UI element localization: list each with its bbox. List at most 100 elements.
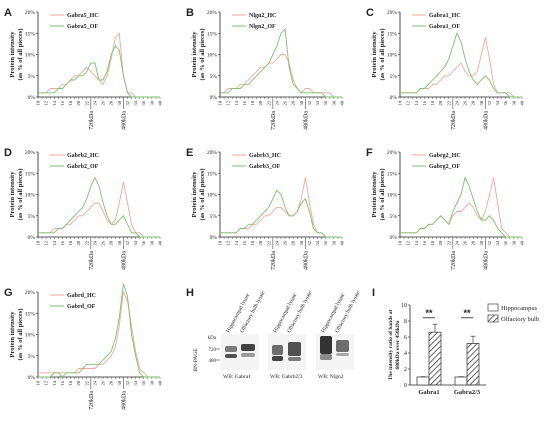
series-line-gabrd_of	[38, 283, 160, 378]
y-tick-label: 10%	[25, 53, 36, 59]
y-axis-label: Protein intensity	[191, 31, 198, 78]
y-tick-label: 5%	[390, 74, 398, 80]
legend-label: Gabrg2_HC	[429, 153, 461, 159]
x-tick-label: 12	[226, 241, 231, 246]
x-tick-label: 12	[406, 101, 411, 106]
y-tick-label: 6	[404, 335, 407, 341]
legend-label: Gabra5_OF	[67, 24, 98, 30]
x-tick-label: 16	[242, 240, 247, 245]
y-axis-label: Protein intensity	[9, 31, 16, 78]
x-tick-label: 38	[511, 100, 516, 105]
x-tick-label: 22	[446, 241, 451, 246]
x-tick-label: 28	[471, 100, 476, 105]
x-tick-label: 14	[414, 240, 419, 245]
side-label: BN-PAGE	[193, 348, 199, 372]
x-tick-label: 38	[511, 240, 516, 245]
x-category-label: Gabra1	[418, 389, 439, 396]
legend-label: Gabrb3_HC	[249, 153, 281, 159]
panel-letter: H	[186, 287, 194, 299]
series-line-gabrb3_of	[220, 189, 342, 238]
x-tick-label: 10	[36, 100, 41, 105]
y-axis-label: Protein intensity	[371, 171, 378, 218]
x-tick-label: 24	[92, 240, 97, 245]
x-tick-label: 38	[149, 380, 154, 385]
blot-band	[336, 353, 349, 356]
marker-label: 480kDa	[121, 251, 127, 270]
y-tick-label: 10%	[387, 53, 398, 59]
x-tick-label: 34	[315, 100, 320, 105]
x-tick-label: 30	[299, 100, 304, 105]
series-line-gabrb2_of	[38, 176, 160, 238]
wb-label: WB: Gabra1	[223, 374, 251, 380]
x-tick-label: 16	[242, 100, 247, 105]
x-tick-label: 12	[44, 381, 49, 386]
marker-label: 480kDa	[303, 111, 309, 130]
y-tick-label: 15%	[25, 31, 36, 37]
series-line-gabrg2_of	[400, 176, 522, 238]
y-tick-label: 5%	[390, 214, 398, 220]
x-tick-label: 26	[283, 100, 288, 105]
y-tick-label: 5%	[28, 354, 36, 360]
x-tick-label: 36	[323, 100, 328, 105]
y-tick-label: 4	[404, 351, 407, 357]
x-tick-label: 34	[133, 380, 138, 385]
wb-label: WB: Nlgn2	[318, 374, 344, 380]
x-tick-label: 26	[101, 100, 106, 105]
series-line-gabrb2_hc	[38, 181, 160, 238]
x-tick-label: 18	[68, 380, 73, 385]
marker-label: 480kDa	[121, 111, 127, 130]
y-tick-label: 0%	[28, 95, 36, 101]
x-tick-label: 14	[234, 100, 239, 105]
x-tick-label: 14	[52, 240, 57, 245]
marker-label: 720kDa	[89, 251, 95, 270]
lane-label: Olfactory bulb lysate	[334, 289, 362, 334]
blot-band	[225, 346, 237, 352]
x-tick-label: 16	[422, 100, 427, 105]
x-tick-label: 10	[398, 240, 403, 245]
x-category-label: Gabra2/3	[454, 389, 481, 396]
y-tick-label: 20%	[207, 10, 218, 16]
blot-band	[272, 345, 283, 355]
x-tick-label: 26	[463, 100, 468, 105]
bar-hippocampus	[454, 376, 468, 386]
x-tick-label: 22	[84, 241, 89, 246]
x-tick-label: 34	[495, 240, 500, 245]
blot-band	[288, 357, 301, 361]
y-axis-label: (as % of all pieces)	[17, 309, 24, 361]
x-tick-label: 22	[266, 241, 271, 246]
x-tick-label: 10	[398, 100, 403, 105]
x-tick-label: 32	[487, 241, 492, 246]
y-tick-label: 0	[404, 383, 407, 389]
size-marker: kDa	[208, 336, 217, 341]
legend-label: Gabrb3_OF	[249, 164, 281, 170]
marker-label: 480kDa	[121, 391, 127, 410]
x-tick-label: 24	[274, 100, 279, 105]
series-line-gabra5_hc	[38, 32, 160, 98]
x-tick-label: 30	[117, 240, 122, 245]
x-tick-label: 18	[430, 240, 435, 245]
x-tick-label: 24	[274, 240, 279, 245]
x-tick-label: 36	[141, 100, 146, 105]
x-tick-label: 10	[218, 100, 223, 105]
y-tick-label: 5%	[28, 74, 36, 80]
series-line-gabrb3_hc	[220, 177, 342, 238]
x-tick-label: 38	[331, 100, 336, 105]
y-tick-label: 15%	[25, 171, 36, 177]
significance-label: **	[425, 308, 433, 318]
x-tick-label: 38	[149, 100, 154, 105]
x-tick-label: 20	[76, 240, 81, 245]
y-tick-label: 15%	[207, 171, 218, 177]
y-tick-label: 20%	[387, 150, 398, 156]
x-tick-label: 22	[266, 101, 271, 106]
marker-label: 720kDa	[271, 251, 277, 270]
size-marker: 480	[209, 359, 217, 364]
y-axis-label: (as % of all pieces)	[379, 169, 386, 221]
x-tick-label: 32	[125, 381, 130, 386]
legend-swatch	[487, 303, 499, 312]
panel-letter: B	[186, 7, 194, 19]
x-tick-label: 40	[158, 100, 163, 105]
x-tick-label: 20	[438, 100, 443, 105]
y-tick-label: 20%	[207, 150, 218, 156]
blot-membrane	[221, 334, 259, 370]
